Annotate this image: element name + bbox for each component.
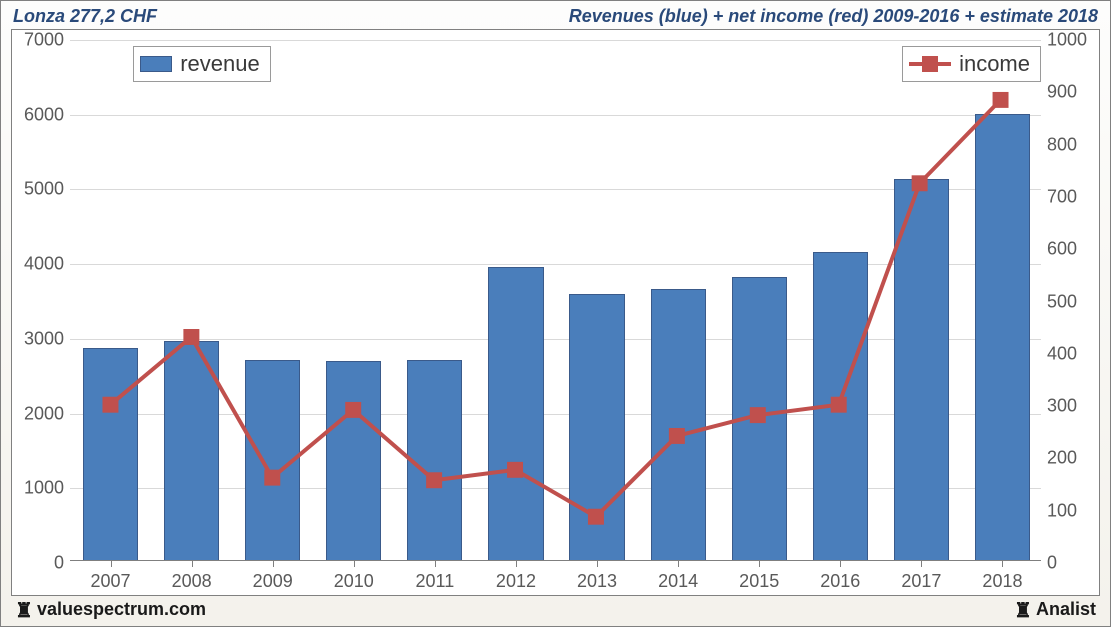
ytick-right: 100 (1047, 500, 1097, 521)
xtick-label: 2016 (820, 571, 860, 592)
xtick-label: 2008 (172, 571, 212, 592)
bar (651, 289, 706, 561)
x-tickmark (840, 561, 841, 567)
ytick-right: 200 (1047, 448, 1097, 469)
x-axis-line (70, 560, 1041, 561)
x-tickmark (678, 561, 679, 567)
xtick-label: 2007 (91, 571, 131, 592)
x-tickmark (1002, 561, 1003, 567)
chart-area: 0 1000 2000 3000 4000 5000 6000 7000 0 100 200 300 4… (11, 29, 1100, 596)
footer-left-text: valuespectrum.com (37, 599, 206, 619)
ytick-right: 300 (1047, 396, 1097, 417)
bar (732, 277, 787, 561)
ytick-left: 4000 (14, 254, 64, 275)
ytick-left: 7000 (14, 30, 64, 51)
x-tickmark (273, 561, 274, 567)
legend-revenue: revenue (133, 46, 271, 82)
rook-icon: ♜ (15, 601, 33, 621)
x-tickmark (921, 561, 922, 567)
legend-swatch-line (909, 54, 951, 74)
x-tickmark (354, 561, 355, 567)
legend-label: income (959, 51, 1030, 77)
bar (488, 267, 543, 561)
ytick-left: 6000 (14, 104, 64, 125)
x-tickmark (111, 561, 112, 567)
ytick-right: 400 (1047, 343, 1097, 364)
bar (326, 361, 381, 561)
bar (407, 360, 462, 561)
ytick-right: 800 (1047, 134, 1097, 155)
outer-frame: Lonza 277,2 CHF Revenues (blue) + net in… (0, 0, 1111, 627)
ytick-left: 1000 (14, 478, 64, 499)
xtick-label: 2017 (901, 571, 941, 592)
ytick-left: 0 (14, 553, 64, 574)
ytick-right: 600 (1047, 239, 1097, 260)
plot-area: 0100020003000400050006000700001002003004… (70, 40, 1041, 561)
bars-layer (70, 40, 1041, 561)
xtick-label: 2015 (739, 571, 779, 592)
ytick-left: 5000 (14, 179, 64, 200)
footer-right-text: Analist (1036, 599, 1096, 619)
bar (894, 179, 949, 561)
xtick-label: 2012 (496, 571, 536, 592)
xtick-label: 2009 (253, 571, 293, 592)
bar (83, 348, 138, 561)
x-tickmark (192, 561, 193, 567)
bar (569, 294, 624, 561)
legend-income: income (902, 46, 1041, 82)
bar (975, 114, 1030, 561)
xtick-label: 2018 (982, 571, 1022, 592)
ytick-right: 0 (1047, 553, 1097, 574)
legend-swatch-bar (140, 56, 172, 72)
xtick-label: 2011 (416, 571, 455, 592)
bar (164, 341, 219, 561)
xtick-label: 2010 (334, 571, 374, 592)
ytick-left: 3000 (14, 328, 64, 349)
x-tickmark (597, 561, 598, 567)
title-bar: Lonza 277,2 CHF Revenues (blue) + net in… (1, 1, 1110, 29)
x-tickmark (435, 561, 436, 567)
title-right: Revenues (blue) + net income (red) 2009-… (569, 6, 1098, 27)
x-tickmark (516, 561, 517, 567)
bar (813, 252, 868, 561)
footer-left: ♜valuespectrum.com (15, 599, 206, 621)
ytick-right: 500 (1047, 291, 1097, 312)
ytick-right: 900 (1047, 82, 1097, 103)
x-tickmark (759, 561, 760, 567)
ytick-left: 2000 (14, 403, 64, 424)
title-left: Lonza 277,2 CHF (13, 6, 157, 27)
footer-right: ♜Analist (1014, 599, 1096, 621)
xtick-label: 2014 (658, 571, 698, 592)
bar (245, 360, 300, 561)
legend-line-marker (922, 56, 938, 72)
ytick-right: 700 (1047, 186, 1097, 207)
footer: ♜valuespectrum.com ♜Analist (1, 596, 1110, 626)
legend-label: revenue (180, 51, 260, 77)
rook-icon: ♜ (1014, 601, 1032, 621)
xtick-label: 2013 (577, 571, 617, 592)
ytick-right: 1000 (1047, 30, 1097, 51)
